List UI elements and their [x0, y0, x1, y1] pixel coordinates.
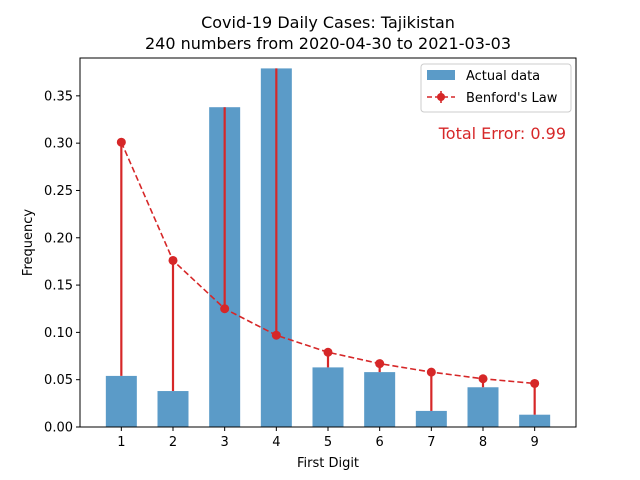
chart-subtitle: 240 numbers from 2020-04-30 to 2021-03-0… [145, 34, 511, 53]
benford-point-digit-1 [116, 137, 126, 147]
x-tick-label: 8 [479, 435, 487, 450]
x-tick-label: 1 [117, 435, 125, 450]
bar-digit-5 [312, 367, 344, 427]
bar-digit-8 [467, 387, 499, 427]
y-axis-label: Frequency [21, 209, 36, 276]
y-tick-label: 0.35 [44, 89, 73, 104]
y-tick-label: 0.05 [44, 373, 73, 388]
benford-point-digit-7 [426, 367, 436, 377]
x-tick-label: 5 [324, 435, 332, 450]
x-tick-label: 9 [531, 435, 539, 450]
bar-digit-6 [364, 372, 396, 427]
benford-line [120, 141, 535, 385]
legend-label-actual: Actual data [466, 69, 540, 84]
y-axis: 0.00 0.05 0.10 0.15 0.20 0.25 0.30 0.35 [44, 89, 80, 436]
bar-digit-7 [415, 410, 447, 427]
bar-digit-9 [519, 414, 551, 427]
benford-point-digit-6 [375, 359, 385, 369]
benford-point-digit-4 [271, 330, 281, 340]
y-tick-label: 0.30 [44, 137, 73, 152]
benford-line-series [116, 137, 540, 388]
benford-point-digit-5 [323, 347, 333, 357]
x-tick-label: 4 [272, 435, 280, 450]
benford-point-digit-2 [168, 255, 178, 265]
x-axis: 1 2 3 4 5 6 7 8 9 [117, 427, 539, 450]
y-tick-label: 0.15 [44, 279, 73, 294]
x-tick-label: 2 [169, 435, 177, 450]
legend-label-benford: Benford's Law [466, 91, 558, 106]
x-tick-label: 3 [221, 435, 229, 450]
legend-box [420, 63, 572, 113]
chart-title: Covid-19 Daily Cases: Tajikistan [201, 13, 455, 32]
total-error-annotation: Total Error: 0.99 [438, 124, 566, 143]
benford-point-digit-9 [530, 378, 540, 388]
legend: Actual data Benford's Law [420, 63, 572, 113]
bar-digit-1 [105, 375, 137, 427]
x-tick-label: 6 [376, 435, 384, 450]
legend-marker-swatch [437, 93, 445, 101]
legend-bar-swatch [427, 70, 455, 80]
bar-digit-2 [157, 391, 189, 427]
y-tick-label: 0.10 [44, 326, 73, 341]
y-tick-label: 0.20 [44, 231, 73, 246]
x-axis-label: First Digit [297, 456, 359, 471]
benford-point-digit-3 [220, 304, 230, 314]
x-tick-label: 7 [427, 435, 435, 450]
y-tick-label: 0.25 [44, 184, 73, 199]
error-stems [120, 68, 536, 415]
y-tick-label: 0.00 [44, 421, 73, 436]
benford-point-digit-8 [478, 374, 488, 384]
